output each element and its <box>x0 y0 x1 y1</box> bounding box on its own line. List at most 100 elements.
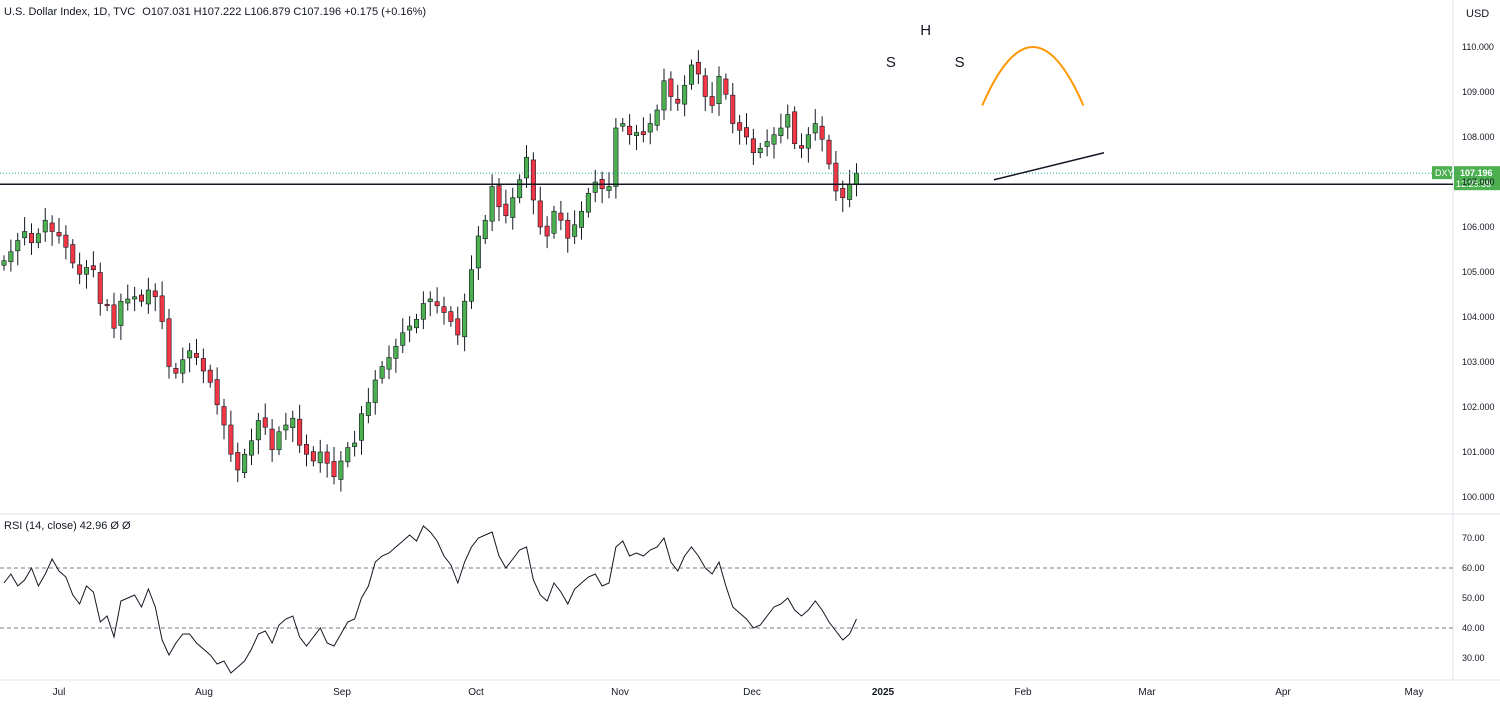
price-tick-label: 103.000 <box>1462 357 1495 367</box>
candle-down <box>111 304 117 329</box>
candle-up <box>35 233 41 244</box>
countdown-label: 12:25:38 <box>1456 179 1491 189</box>
candle-up <box>317 451 323 464</box>
candle-down <box>262 417 268 428</box>
candle-up <box>847 183 853 200</box>
candle-up <box>489 186 495 222</box>
candle-up <box>661 80 667 111</box>
candle-down <box>709 96 715 106</box>
candle-down <box>448 311 454 322</box>
last-price-label: 107.196 <box>1460 168 1493 178</box>
candle-down <box>695 61 701 75</box>
candle-up <box>633 132 639 136</box>
candle-down <box>77 264 83 275</box>
candle-down <box>173 367 179 374</box>
time-tick-label: Aug <box>195 687 213 698</box>
candle-up <box>785 114 791 128</box>
candle-up <box>386 357 392 370</box>
candle-up <box>688 64 694 85</box>
candle-down <box>104 304 110 307</box>
candle-down <box>310 451 316 462</box>
candle-up <box>345 447 351 463</box>
candle-down <box>537 200 543 228</box>
time-tick-label: Sep <box>333 687 351 698</box>
candle-down <box>723 78 729 95</box>
symbol-badge <box>1432 166 1452 180</box>
candle-down <box>324 451 330 464</box>
price-tick-label: 104.000 <box>1462 312 1495 322</box>
rsi-pane: 30.00 40.00 50.00 60.00 70.00 <box>0 525 1485 674</box>
candle-down <box>833 162 839 192</box>
price-tick-label: 101.000 <box>1462 447 1495 457</box>
candle-up <box>276 431 282 451</box>
candle-down <box>565 219 571 239</box>
rsi-tick-label: 40.00 <box>1462 623 1485 633</box>
candle-down <box>56 232 62 237</box>
candle-down <box>798 145 804 149</box>
candle-up <box>145 289 151 305</box>
candle-up <box>764 141 770 147</box>
candle-down <box>530 159 536 201</box>
candle-down <box>840 188 846 199</box>
candle-down <box>63 234 69 248</box>
price-tick-label: 100.000 <box>1462 492 1495 502</box>
candle-up <box>620 123 626 127</box>
candle-up <box>255 420 261 441</box>
candle-up <box>393 345 399 359</box>
candle-down <box>826 139 832 165</box>
candle-up <box>517 179 523 199</box>
candle-up <box>125 298 131 304</box>
candle-down <box>49 222 55 232</box>
candle-down <box>200 358 206 372</box>
symbol-label: U.S. Dollar Index, 1D, TVC <box>4 6 136 18</box>
candle-up <box>716 75 722 105</box>
candle-up <box>592 181 598 193</box>
candle-up <box>523 156 529 179</box>
arc-drawing <box>981 46 1085 106</box>
time-tick-label: Nov <box>611 687 629 698</box>
candle-up <box>682 84 688 105</box>
candle-up <box>365 402 371 416</box>
rsi-line <box>3 525 857 674</box>
candle-up <box>15 240 21 252</box>
candle-up <box>22 231 28 239</box>
candle-up <box>572 224 578 237</box>
price-tick-label: 110.000 <box>1462 42 1494 52</box>
candle-down <box>668 78 674 97</box>
candle-up <box>613 127 619 187</box>
candle-down <box>235 452 241 471</box>
candle-up <box>462 300 468 338</box>
shoulder-label: S <box>886 54 896 71</box>
candle-up <box>42 219 48 233</box>
candle-up <box>379 366 385 379</box>
time-tick-label: Oct <box>468 687 484 698</box>
candle-up <box>853 172 859 185</box>
candle-up <box>771 134 777 145</box>
candle-up <box>8 251 14 262</box>
time-tick-label: Apr <box>1275 687 1291 698</box>
candle-down <box>627 125 633 136</box>
candle-down <box>792 111 798 145</box>
last-price-badge <box>1454 166 1500 191</box>
candle-up <box>407 325 413 331</box>
candle-down <box>441 306 447 313</box>
shoulder-label: S <box>955 54 965 71</box>
candle-up <box>413 318 419 329</box>
time-tick-label: Mar <box>1138 687 1156 698</box>
candle-up <box>551 210 557 234</box>
time-tick-label: Feb <box>1014 687 1032 698</box>
price-tick-label: 108.000 <box>1462 132 1495 142</box>
candle-down <box>194 353 200 358</box>
candle-down <box>97 272 103 304</box>
candle-up <box>242 453 248 474</box>
candle-down <box>159 295 165 322</box>
candlestick-series <box>1 50 859 492</box>
candle-down <box>28 233 34 244</box>
candle-up <box>647 123 653 133</box>
candle-down <box>214 379 220 406</box>
price-tick-label: 107.000 <box>1462 177 1495 187</box>
candle-up <box>468 269 474 302</box>
candle-down <box>558 212 564 221</box>
